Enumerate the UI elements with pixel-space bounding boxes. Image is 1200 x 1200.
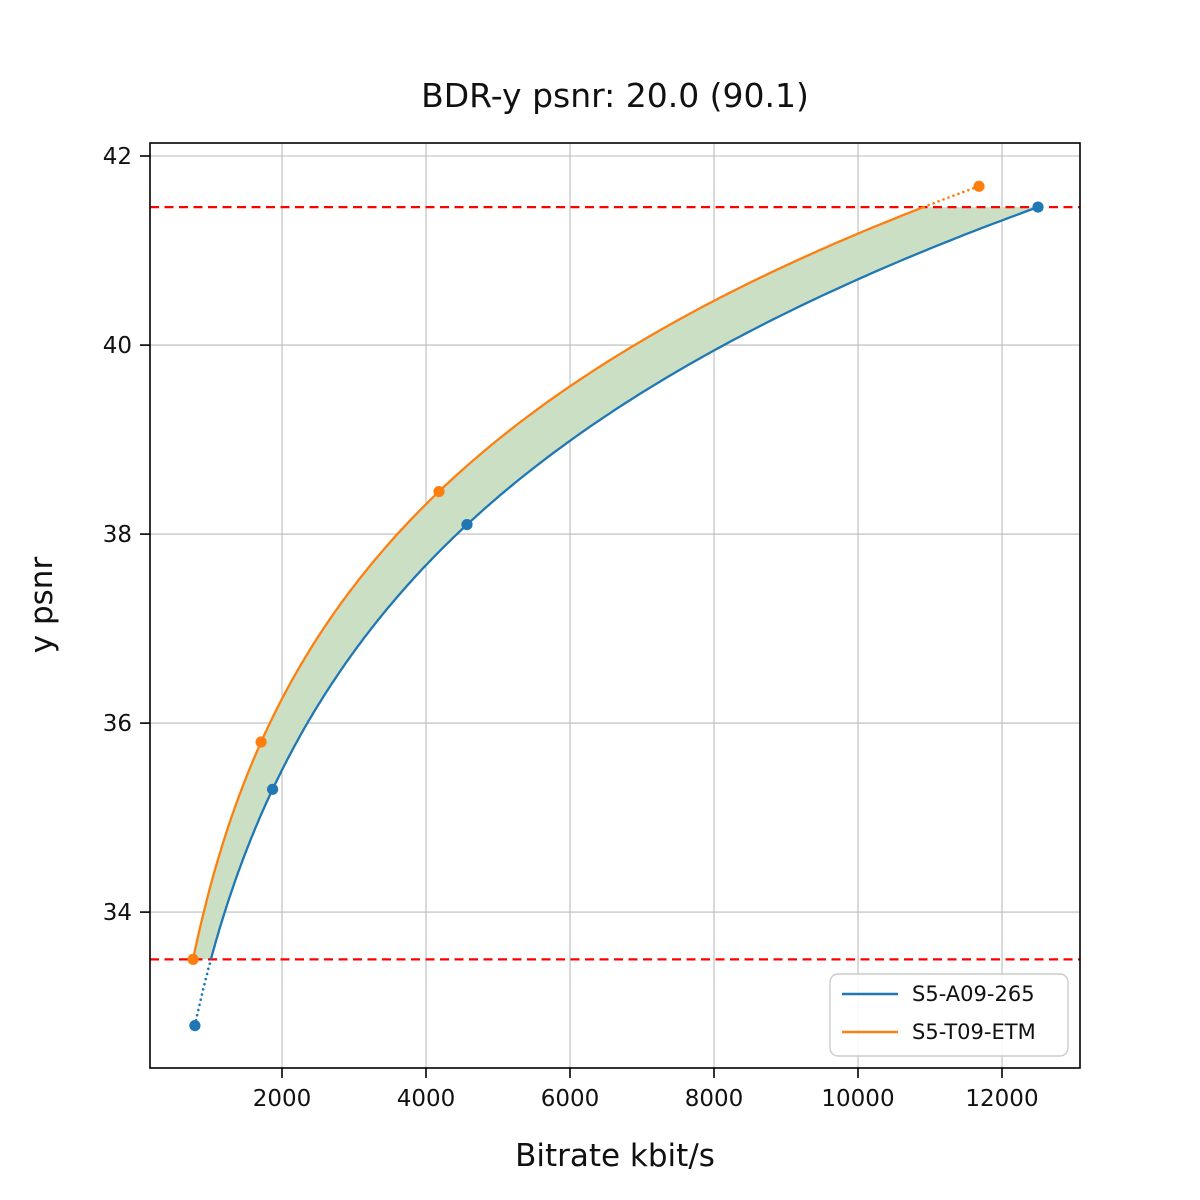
- x-tick-label: 2000: [253, 1086, 312, 1112]
- x-tick-label: 4000: [397, 1086, 456, 1112]
- x-tick-label: 8000: [685, 1086, 744, 1112]
- data-point-S5-T09-ETM: [187, 953, 199, 966]
- chart-title: BDR-y psnr: 20.0 (90.1): [421, 76, 809, 115]
- y-tick-label: 36: [103, 711, 132, 737]
- y-axis-label: y psnr: [24, 557, 60, 654]
- series-dotted-tail-S5-A09-265: [193, 958, 213, 1027]
- axes-frame: [149, 142, 1081, 1069]
- data-point-S5-T09-ETM: [973, 180, 985, 192]
- y-tick-label: 34: [103, 900, 132, 926]
- grid-layer: [150, 143, 1080, 1068]
- data-point-S5-A09-265: [189, 1020, 201, 1032]
- x-axis-label: Bitrate kbit/s: [515, 1138, 715, 1174]
- data-point-S5-A09-265: [267, 783, 279, 795]
- y-tick-label: 38: [103, 522, 132, 548]
- data-point-S5-T09-ETM: [255, 736, 267, 748]
- data-point-S5-T09-ETM: [433, 486, 445, 498]
- y-tick-label: 40: [103, 333, 132, 359]
- data-point-S5-A09-265: [1032, 201, 1044, 213]
- x-tick-label: 12000: [965, 1086, 1038, 1112]
- data-point-S5-A09-265: [461, 519, 473, 531]
- y-tick-label: 42: [103, 144, 132, 170]
- plot-area: [150, 180, 1080, 1032]
- x-tick-label: 10000: [821, 1086, 894, 1112]
- series-dotted-tail-S5-T09-ETM: [922, 185, 981, 209]
- series-line-S5-A09-265: [209, 206, 1039, 960]
- x-tick-label: 6000: [541, 1086, 600, 1112]
- legend-label-series-1: S5-A09-265: [912, 982, 1035, 1006]
- legend: S5-A09-265 S5-T09-ETM: [829, 973, 1069, 1057]
- tick-layer: 2000 4000 6000 8000 10000 12000 34 36 38 40 42: [103, 144, 1039, 1112]
- legend-label-series-2: S5-T09-ETM: [912, 1020, 1036, 1044]
- series-line-S5-T09-ETM: [191, 206, 925, 960]
- bd-fill-region: [193, 207, 1039, 960]
